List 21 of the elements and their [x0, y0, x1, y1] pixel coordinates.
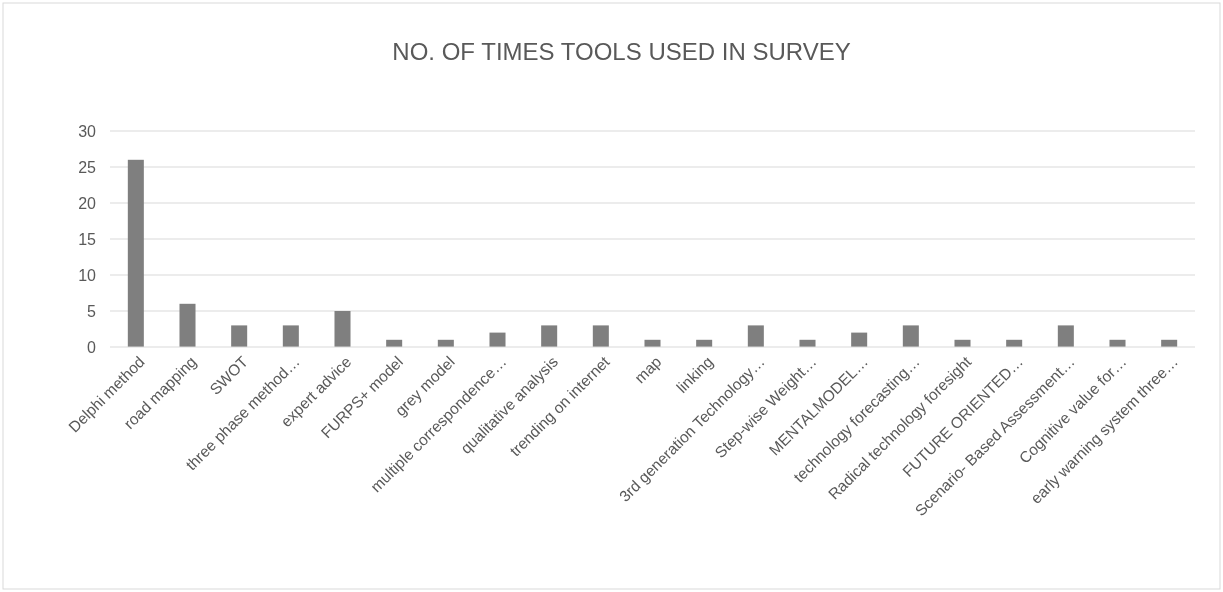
bar — [1057, 325, 1074, 347]
bar — [592, 325, 609, 347]
x-tick-label: map — [631, 352, 665, 387]
bar — [179, 303, 196, 347]
y-tick-label: 5 — [87, 302, 97, 320]
bar — [282, 325, 299, 347]
chart-title: NO. OF TIMES TOOLS USED IN SURVEY — [392, 38, 851, 65]
bar — [851, 332, 868, 347]
bar — [127, 159, 144, 347]
bar — [541, 325, 558, 347]
bar — [334, 311, 351, 347]
y-tick-label: 15 — [78, 230, 97, 248]
y-tick-label: 25 — [78, 158, 97, 176]
bar — [747, 325, 764, 347]
y-tick-label: 20 — [78, 194, 97, 212]
y-tick-label: 0 — [87, 338, 97, 356]
y-tick-label: 10 — [78, 266, 97, 284]
y-tick-label: 30 — [78, 122, 97, 140]
bar — [489, 332, 506, 347]
bar — [231, 325, 248, 347]
bar — [902, 325, 919, 347]
